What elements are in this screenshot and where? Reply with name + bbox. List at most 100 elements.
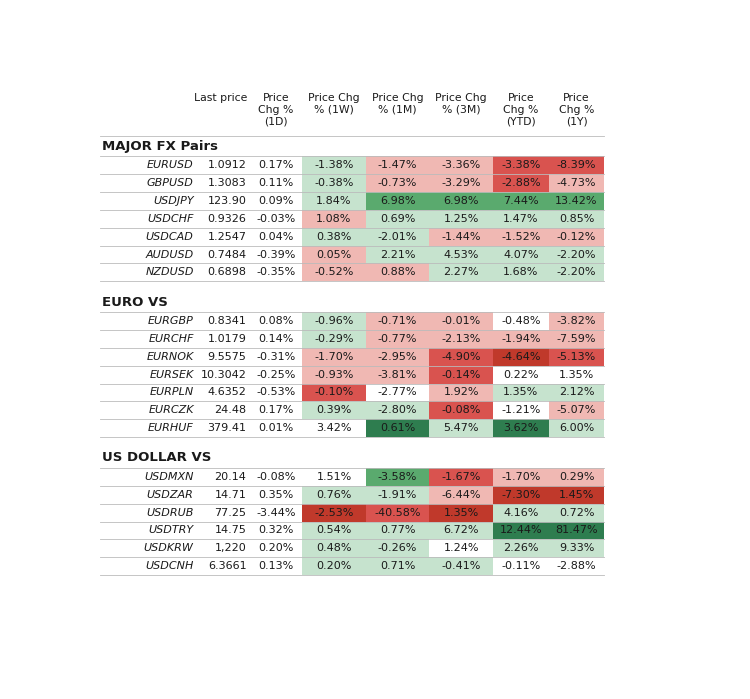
Text: 1.92%: 1.92% <box>443 387 478 398</box>
Text: 1.3083: 1.3083 <box>208 178 247 188</box>
Text: 0.17%: 0.17% <box>258 160 293 170</box>
Text: 0.05%: 0.05% <box>316 250 352 259</box>
Text: 7.44%: 7.44% <box>503 196 538 206</box>
Text: USDTRY: USDTRY <box>148 526 194 535</box>
Text: 0.54%: 0.54% <box>316 526 352 535</box>
Text: -0.41%: -0.41% <box>442 561 481 571</box>
Text: Price
Chg %
(YTD): Price Chg % (YTD) <box>503 93 538 127</box>
Text: -1.44%: -1.44% <box>441 231 481 242</box>
Bar <box>429 366 493 384</box>
Text: 1.08%: 1.08% <box>316 214 352 224</box>
Bar <box>366 312 429 330</box>
Bar <box>302 330 366 348</box>
Bar <box>429 401 493 419</box>
Bar <box>549 384 604 401</box>
Bar <box>549 348 604 366</box>
Text: -7.30%: -7.30% <box>501 490 541 500</box>
Text: 1.84%: 1.84% <box>316 196 352 206</box>
Text: USDKRW: USDKRW <box>144 543 194 554</box>
Text: 0.6898: 0.6898 <box>208 268 247 278</box>
Text: -0.96%: -0.96% <box>314 316 354 326</box>
Text: EURGBP: EURGBP <box>148 316 194 326</box>
Text: 77.25: 77.25 <box>214 507 247 518</box>
Bar <box>493 521 549 540</box>
Bar <box>302 264 366 281</box>
Bar <box>302 210 366 228</box>
Text: 2.12%: 2.12% <box>559 387 594 398</box>
Text: USDCHF: USDCHF <box>147 214 194 224</box>
Text: 13.42%: 13.42% <box>555 196 598 206</box>
Bar <box>366 468 429 486</box>
Text: 0.9326: 0.9326 <box>208 214 247 224</box>
Text: EURHUF: EURHUF <box>148 423 194 433</box>
Text: -0.26%: -0.26% <box>378 543 417 554</box>
Text: 1.35%: 1.35% <box>503 387 538 398</box>
Text: USDCNH: USDCNH <box>146 561 194 571</box>
Text: EURPLN: EURPLN <box>149 387 194 398</box>
Bar <box>302 228 366 245</box>
Bar <box>429 312 493 330</box>
Bar <box>549 419 604 437</box>
Bar <box>302 504 366 521</box>
Text: -1.91%: -1.91% <box>378 490 417 500</box>
Text: Price
Chg %
(1D): Price Chg % (1D) <box>258 93 293 127</box>
Text: -3.82%: -3.82% <box>556 316 596 326</box>
Bar <box>493 245 549 264</box>
Bar <box>429 264 493 281</box>
Bar <box>366 157 429 174</box>
Text: 1.35%: 1.35% <box>443 507 478 518</box>
Text: 0.20%: 0.20% <box>316 561 352 571</box>
Text: -0.52%: -0.52% <box>314 268 354 278</box>
Bar <box>493 264 549 281</box>
Bar <box>549 504 604 521</box>
Text: -3.58%: -3.58% <box>378 472 417 482</box>
Text: -1.21%: -1.21% <box>501 405 541 415</box>
Text: -4.64%: -4.64% <box>501 352 541 362</box>
Bar <box>429 504 493 521</box>
Bar <box>302 312 366 330</box>
Text: Price Chg
% (1M): Price Chg % (1M) <box>372 93 423 115</box>
Bar <box>549 245 604 264</box>
Bar <box>549 486 604 504</box>
Bar <box>493 419 549 437</box>
Bar <box>302 192 366 210</box>
Text: EURUSD: EURUSD <box>147 160 194 170</box>
Text: -5.13%: -5.13% <box>557 352 596 362</box>
Text: 1.35%: 1.35% <box>559 370 594 380</box>
Text: EURSEK: EURSEK <box>149 370 194 380</box>
Bar <box>429 468 493 486</box>
Text: -2.20%: -2.20% <box>556 268 596 278</box>
Text: USDMXN: USDMXN <box>144 472 194 482</box>
Text: 0.77%: 0.77% <box>380 526 416 535</box>
Text: -5.07%: -5.07% <box>557 405 596 415</box>
Bar <box>366 419 429 437</box>
Text: 20.14: 20.14 <box>214 472 247 482</box>
Text: -0.29%: -0.29% <box>314 334 354 344</box>
Bar <box>549 264 604 281</box>
Text: Price Chg
% (1W): Price Chg % (1W) <box>308 93 360 115</box>
Text: 1.45%: 1.45% <box>559 490 594 500</box>
Bar <box>493 504 549 521</box>
Text: 0.14%: 0.14% <box>258 334 293 344</box>
Bar <box>493 468 549 486</box>
Text: -0.39%: -0.39% <box>256 250 296 259</box>
Text: -0.93%: -0.93% <box>314 370 354 380</box>
Text: 9.5575: 9.5575 <box>208 352 247 362</box>
Bar <box>302 486 366 504</box>
Text: -2.53%: -2.53% <box>314 507 354 518</box>
Text: 12.44%: 12.44% <box>500 526 542 535</box>
Text: -6.44%: -6.44% <box>441 490 481 500</box>
Text: -1.94%: -1.94% <box>501 334 541 344</box>
Text: -2.95%: -2.95% <box>378 352 417 362</box>
Bar <box>366 504 429 521</box>
Text: USDJPY: USDJPY <box>153 196 194 206</box>
Text: 81.47%: 81.47% <box>555 526 598 535</box>
Bar <box>549 521 604 540</box>
Text: -2.80%: -2.80% <box>378 405 417 415</box>
Bar <box>429 348 493 366</box>
Text: -0.11%: -0.11% <box>501 561 541 571</box>
Text: -0.31%: -0.31% <box>256 352 296 362</box>
Text: 0.29%: 0.29% <box>559 472 594 482</box>
Text: 1.24%: 1.24% <box>443 543 478 554</box>
Text: MAJOR FX Pairs: MAJOR FX Pairs <box>101 140 217 153</box>
